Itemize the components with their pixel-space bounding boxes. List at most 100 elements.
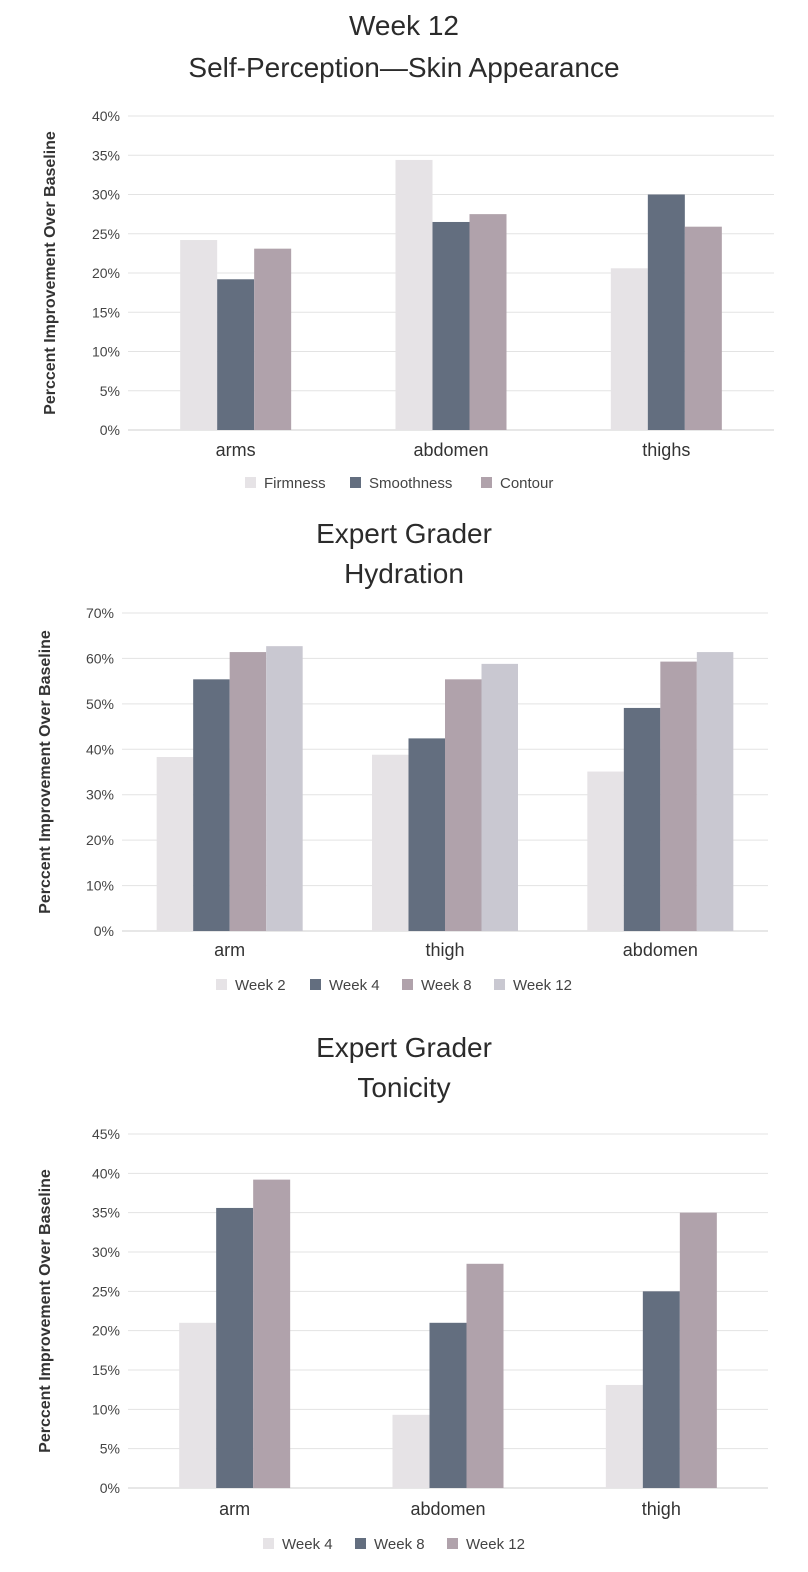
bar-week-8	[429, 1322, 467, 1488]
y-tick-label: 5%	[100, 383, 120, 399]
bar-smoothness	[217, 279, 255, 430]
chart-subtitle: Tonicity	[357, 1072, 451, 1103]
chart-self-perception: Week 12 Self-Perception—Skin Appearance …	[0, 0, 808, 510]
y-tick-label: 20%	[92, 265, 120, 281]
y-axis-label: Perccent Improvement Over Baseline	[37, 630, 54, 914]
y-tick-label: 40%	[92, 108, 120, 124]
chart-svg: 0% 5% 10% 15% 20% 25% 30% 35% 40% Perccent Improv…	[42, 108, 774, 492]
bar-contour	[469, 214, 507, 430]
chart-hydration: Expert Grader Hydration 0% 10% 20% 30% 40% 50…	[0, 510, 808, 1022]
y-tick-label: 70%	[86, 605, 114, 621]
legend-label: Week 12	[466, 1536, 525, 1553]
y-tick-label: 10%	[92, 344, 120, 360]
x-category-label: abdomen	[623, 940, 698, 960]
bar-firmness	[180, 240, 218, 430]
legend-swatch	[494, 979, 505, 990]
x-category-label: thigh	[425, 940, 464, 960]
legend-swatch	[245, 477, 256, 488]
y-tick-label: 40%	[92, 1165, 120, 1181]
y-tick-label: 30%	[92, 1244, 120, 1260]
x-category-label: thighs	[642, 440, 690, 460]
y-tick-label: 60%	[86, 650, 114, 666]
y-tick-label: 30%	[86, 787, 114, 803]
y-tick-label: 0%	[94, 923, 114, 939]
bar-contour	[254, 248, 292, 430]
y-tick-label: 0%	[100, 422, 120, 438]
legend-label: Week 4	[329, 977, 380, 994]
y-tick-label: 15%	[92, 304, 120, 320]
bar-week-2	[156, 757, 194, 931]
bar-week-12	[253, 1179, 291, 1488]
bar-week-4	[392, 1414, 430, 1488]
legend-swatch	[481, 477, 492, 488]
y-tick-label: 20%	[86, 832, 114, 848]
bar-smoothness	[647, 194, 685, 430]
chart-subtitle: Self-Perception—Skin Appearance	[188, 52, 620, 83]
legend-swatch	[350, 477, 361, 488]
bar-week-8	[660, 661, 697, 931]
bar-week-4	[605, 1384, 643, 1488]
bar-week-2	[372, 754, 409, 931]
bar-week-2	[587, 771, 624, 931]
bar-week-12	[266, 646, 303, 931]
x-category-label: abdomen	[413, 440, 488, 460]
legend-swatch	[216, 979, 227, 990]
y-tick-label: 10%	[86, 878, 114, 894]
legend-label: Week 4	[282, 1536, 333, 1553]
y-tick-label: 5%	[100, 1441, 120, 1457]
chart-svg: 0% 10% 20% 30% 40% 50% 60% 70% Perccent Improvem…	[37, 605, 768, 994]
y-tick-label: 40%	[86, 741, 114, 757]
bar-week-8	[229, 652, 267, 931]
legend-label: Smoothness	[369, 475, 452, 492]
legend-swatch	[402, 979, 413, 990]
chart-title: Expert Grader	[316, 518, 492, 549]
y-tick-label: 35%	[92, 1205, 120, 1221]
y-tick-label: 25%	[92, 1283, 120, 1299]
x-category-label: arms	[216, 440, 256, 460]
chart-title: Week 12	[349, 10, 459, 41]
x-category-label: abdomen	[410, 1499, 485, 1519]
legend-swatch	[447, 1538, 458, 1549]
legend-label: Week 8	[374, 1536, 425, 1553]
y-axis-label: Perccent Improvement Over Baseline	[37, 1169, 54, 1453]
x-category-label: arm	[214, 940, 245, 960]
y-tick-label: 20%	[92, 1323, 120, 1339]
chart-tonicity: Expert Grader Tonicity 0% 5% 10% 15% 20% 25% 3…	[0, 1022, 808, 1572]
chart-svg: 0% 5% 10% 15% 20% 25% 30% 35% 40% 45% Perccent Imp…	[37, 1126, 768, 1553]
bar-week-12	[679, 1212, 717, 1488]
bar-week-4	[408, 738, 445, 931]
bar-week-4	[193, 679, 230, 931]
legend-swatch	[263, 1538, 274, 1549]
x-category-label: thigh	[642, 1499, 681, 1519]
y-tick-label: 15%	[92, 1362, 120, 1378]
y-tick-label: 50%	[86, 696, 114, 712]
bar-week-8	[445, 679, 482, 931]
y-tick-label: 25%	[92, 226, 120, 242]
bar-firmness	[395, 159, 433, 430]
y-tick-label: 0%	[100, 1480, 120, 1496]
legend-label: Week 12	[513, 977, 572, 994]
bar-week-8	[642, 1291, 680, 1488]
bar-week-8	[216, 1207, 254, 1488]
legend-swatch	[355, 1538, 366, 1549]
legend-label: Week 2	[235, 977, 286, 994]
y-tick-label: 10%	[92, 1401, 120, 1417]
bar-smoothness	[432, 221, 470, 430]
bar-week-12	[466, 1263, 504, 1488]
bar-firmness	[610, 268, 648, 430]
legend-swatch	[310, 979, 321, 990]
y-axis-label: Perccent Improvement Over Baseline	[42, 131, 59, 415]
y-tick-label: 45%	[92, 1126, 120, 1142]
chart-subtitle: Hydration	[344, 558, 464, 589]
y-tick-label: 35%	[92, 147, 120, 163]
bar-week-12	[481, 663, 518, 931]
bar-week-12	[696, 652, 734, 931]
x-category-label: arm	[219, 1499, 250, 1519]
bar-week-4	[623, 707, 661, 931]
y-tick-label: 30%	[92, 187, 120, 203]
bar-contour	[684, 226, 722, 430]
legend-label: Week 8	[421, 977, 472, 994]
bar-week-4	[179, 1322, 217, 1488]
legend-label: Firmness	[264, 475, 326, 492]
chart-title: Expert Grader	[316, 1032, 492, 1063]
